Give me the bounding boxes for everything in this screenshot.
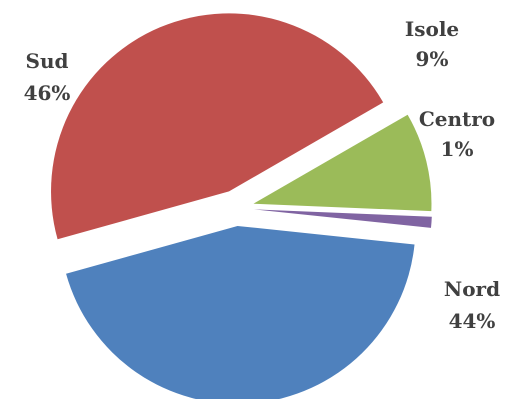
slice-label-isole: Isole [405,17,459,41]
slice-label-nord: Nord [444,277,500,301]
slice-percent-centro: 1% [441,137,474,161]
pie-slice-centro [253,209,432,228]
slice-label-centro: Centro [419,107,495,131]
pie-slices [51,13,432,399]
slice-percent-isole: 9% [416,47,449,71]
pie-slice-isole [253,114,432,212]
slice-percent-nord: 44% [449,309,496,333]
pie-slice-nord [66,225,415,399]
slice-percent-sud: 46% [24,81,71,105]
pie-labels: Isole 9% Centro 1% Nord 44% Sud 46% [24,17,501,333]
slice-label-sud: Sud [26,49,69,73]
pie-slice-sud [51,13,384,240]
